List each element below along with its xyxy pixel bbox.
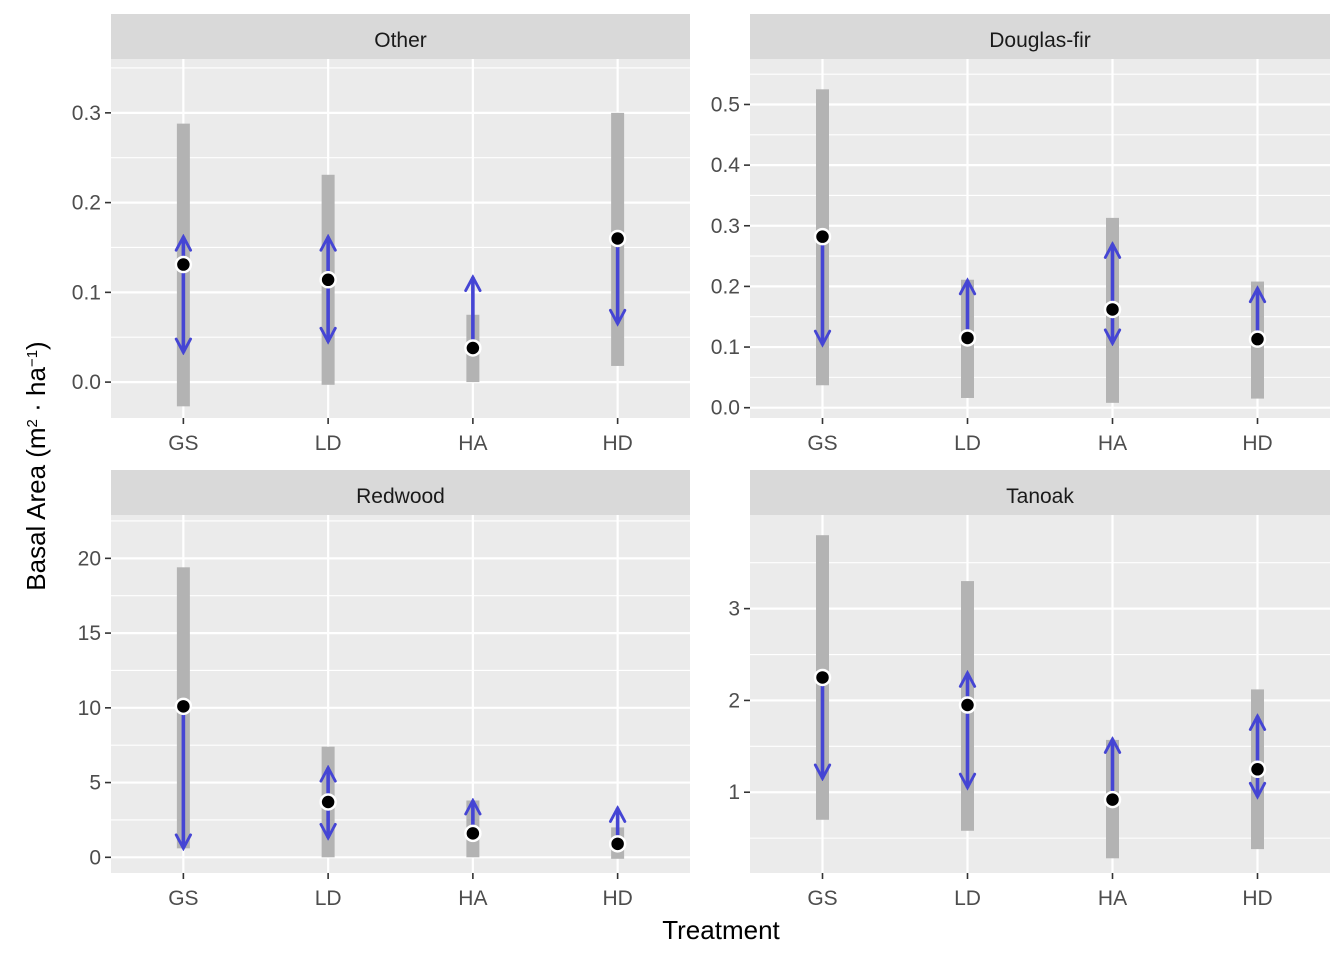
point-hd [1248,330,1267,348]
point-gs [813,227,832,246]
strip-label: Other [374,29,427,52]
panel-background [111,59,690,418]
x-axis-title: Treatment [662,915,780,945]
panel-background [750,59,1330,418]
y-tick-label: 0.2 [711,275,740,298]
x-tick-label: LD [315,887,342,910]
x-tick-label: HD [602,432,632,455]
panels-layer: Other 0.0 0.1 0.2 0.3 GS LD HA HD Douglas-fir 0.0 0… [72,14,1330,910]
y-tick-label: 3 [728,598,740,621]
point-ld [319,793,337,811]
point-hd [608,835,627,853]
y-axis-title-middle: · ha [21,367,51,420]
x-tick-label: GS [807,887,837,910]
strip-background [111,470,690,515]
x-tick-label: HA [458,887,487,910]
point-hd [1248,760,1267,779]
point-ld [958,329,977,347]
x-tick-label: LD [954,887,981,910]
x-tick-label: HD [1242,432,1272,455]
y-tick-label: 0.3 [711,215,740,238]
y-tick-label: 0.4 [711,154,741,177]
strip-label: Redwood [356,485,445,508]
strip-label: Douglas-fir [989,29,1091,52]
x-tick-label: LD [954,432,981,455]
y-tick-label: 0.5 [711,93,740,116]
point-gs [174,255,193,274]
y-axis-title-prefix: Basal Area (m [21,427,51,590]
y-tick-label: 5 [89,772,101,795]
y-tick-label: 2 [728,689,740,712]
x-tick-label: HA [1098,887,1127,910]
y-tick-label: 10 [78,697,101,720]
point-gs [174,697,193,716]
panel-background [750,515,1330,873]
y-tick-label: 0 [89,846,101,869]
panel-other: Other 0.0 0.1 0.2 0.3 GS LD HA HD [72,14,690,455]
panel-background [111,515,690,873]
y-tick-label: 20 [78,547,101,570]
point-ha [464,824,482,843]
y-tick-label: 0.2 [72,192,101,215]
y-tick-label: 15 [78,622,101,645]
y-tick-label: 0.1 [72,281,101,304]
y-axis-title-sup2: −1 [24,350,41,367]
x-tick-label: HD [1242,887,1272,910]
y-tick-label: 0.0 [711,397,740,420]
y-axis-title: Basal Area (m2 · ha−1) [21,341,51,590]
y-tick-label: 0.3 [72,102,101,125]
panel-tanoak: Tanoak 1 2 3 GS LD HA HD [728,470,1330,910]
point-ha [1103,300,1122,319]
y-axis-title-suffix: ) [21,341,51,350]
strip-background [750,14,1330,59]
y-axis-title-sup1: 2 [24,419,41,427]
y-tick-label: 1 [728,781,740,804]
x-tick-label: GS [168,432,198,455]
point-ha [464,339,482,357]
x-tick-label: HA [458,432,487,455]
strip-label: Tanoak [1006,485,1074,508]
x-tick-label: LD [315,432,342,455]
point-ha [1103,790,1122,809]
panel-douglas-fir: Douglas-fir 0.0 0.1 0.2 0.3 0.4 0.5 GS LD HA HD [711,14,1330,455]
x-tick-label: HD [602,887,632,910]
x-tick-label: GS [807,432,837,455]
strip-background [750,470,1330,515]
strip-background [111,14,690,59]
x-tick-label: GS [168,887,198,910]
x-tick-label: HA [1098,432,1127,455]
panel-redwood: Redwood 0 5 10 15 20 GS LD HA HD [78,470,690,910]
point-gs [813,668,832,687]
point-ld [319,271,337,289]
point-ld [958,696,977,714]
point-hd [608,229,627,248]
y-tick-label: 0.1 [711,336,740,359]
y-tick-label: 0.0 [72,371,101,394]
